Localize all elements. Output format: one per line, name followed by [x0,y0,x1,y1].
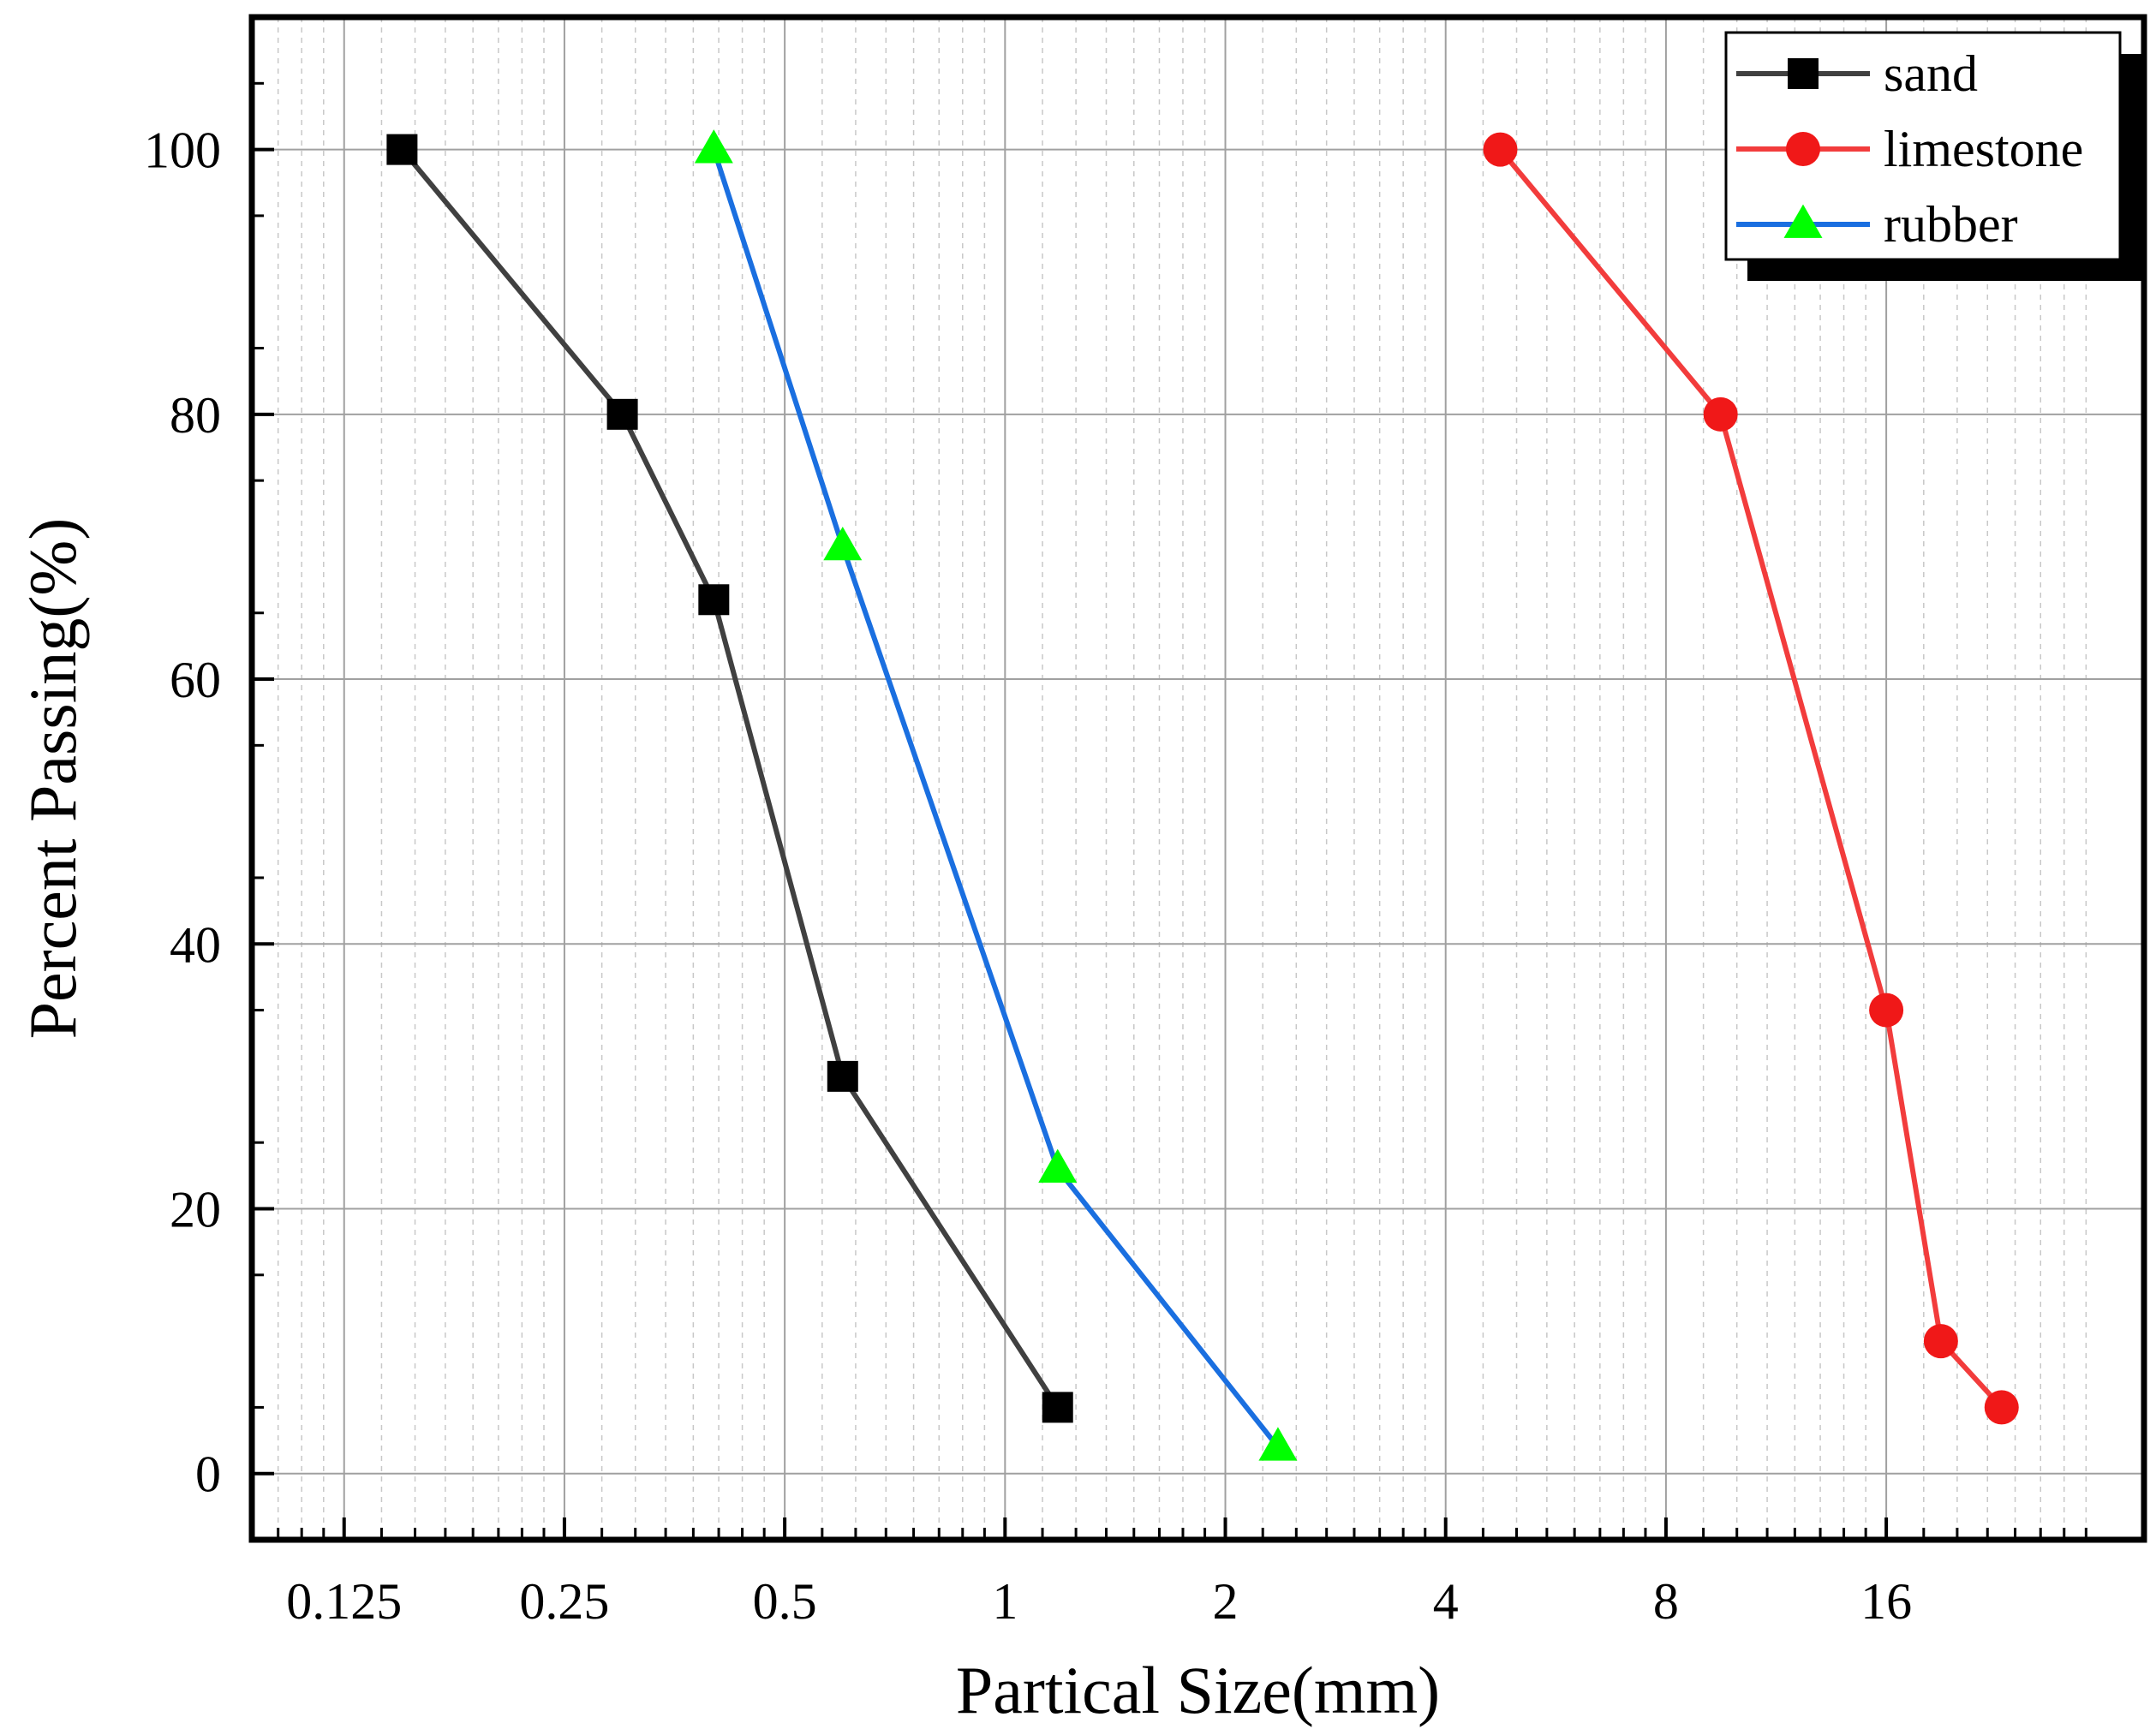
rubber-point [1258,1427,1298,1461]
plot-frame [248,14,2147,1543]
series-limestone [1483,132,2019,1425]
legend: sand limestone rubber [1724,31,2141,281]
x-tick-label: 0.25 [519,1573,609,1630]
limestone-point [1923,1324,1958,1359]
y-axis-title: Percent Passing(%) [15,518,90,1040]
limestone-point [1869,993,1904,1028]
y-tick-label: 0 [195,1446,221,1503]
x-tick-label: 0.125 [286,1573,402,1630]
sand-point [827,1060,858,1092]
legend-swatch-marker [1788,58,1819,89]
axis-ticks: 0.125 0.25 0.5 1 2 4 8 16 0 20 40 60 80 100 [144,81,2087,1630]
y-tick-label: 20 [170,1181,221,1237]
limestone-line [1498,147,2004,1410]
x-tick-label: 0.5 [753,1573,817,1630]
sand-point [1042,1392,1073,1423]
sand-point [386,134,418,165]
legend-label-limestone: limestone [1884,121,2083,177]
sand-point [606,398,638,430]
series-layer [386,129,2019,1461]
x-tick-label: 8 [1653,1573,1679,1630]
x-axis-title: Partical Size(mm) [956,1653,1440,1727]
grid [252,17,2144,1540]
legend-label-rubber: rubber [1884,196,2018,253]
rubber-point [1038,1148,1078,1183]
legend-label-sand: sand [1884,45,1978,102]
y-tick-label: 100 [144,122,221,179]
y-tick-label: 60 [170,652,221,708]
sand-line [400,147,1060,1410]
sand-point [698,584,730,616]
x-tick-label: 16 [1860,1573,1912,1630]
legend-swatch-marker [1786,132,1820,166]
limestone-point [1483,132,1518,167]
series-sand [386,134,1073,1423]
rubber-point [823,526,863,561]
rubber-line [711,148,1281,1449]
x-tick-label: 1 [992,1573,1018,1630]
legend-swatch-marker [1783,204,1823,238]
x-tick-label: 4 [1433,1573,1459,1630]
y-tick-label: 80 [170,387,221,444]
y-tick-label: 40 [170,916,221,973]
series-rubber [694,129,1298,1461]
limestone-point [1984,1390,2019,1425]
x-tick-label: 2 [1213,1573,1239,1630]
limestone-point [1703,396,1738,432]
rubber-point [694,129,733,164]
